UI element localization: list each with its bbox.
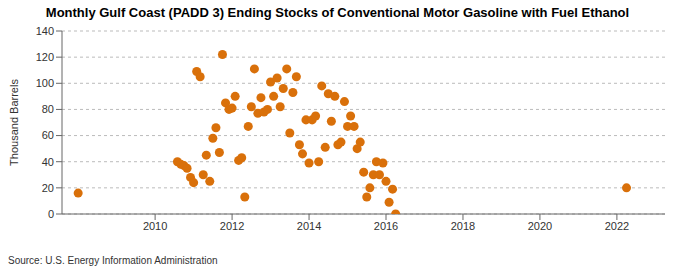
html-text:Source: U.S. Energy Informatio: Source: U.S. Energy Information Administ… (8, 255, 218, 266)
svg-text:2012: 2012 (220, 220, 244, 232)
svg-text:2018: 2018 (451, 220, 475, 232)
svg-text:140: 140 (36, 25, 54, 37)
svg-text:100: 100 (36, 77, 54, 89)
svg-text:20: 20 (42, 182, 54, 194)
html-text:Monthly Gulf Coast (PADD 3) En: Monthly Gulf Coast (PADD 3) Ending Stock… (45, 5, 630, 20)
svg-text:120: 120 (36, 51, 54, 63)
svg-text:2022: 2022 (605, 220, 629, 232)
svg-text:60: 60 (42, 129, 54, 141)
svg-text:0: 0 (48, 208, 54, 220)
svg-text:2010: 2010 (143, 220, 167, 232)
svg-text:2016: 2016 (374, 220, 398, 232)
svg-text:2020: 2020 (528, 220, 552, 232)
svg-text:80: 80 (42, 103, 54, 115)
svg-text:Thousand Barrels: Thousand Barrels (8, 79, 20, 166)
svg-text:40: 40 (42, 156, 54, 168)
svg-text:2014: 2014 (297, 220, 321, 232)
